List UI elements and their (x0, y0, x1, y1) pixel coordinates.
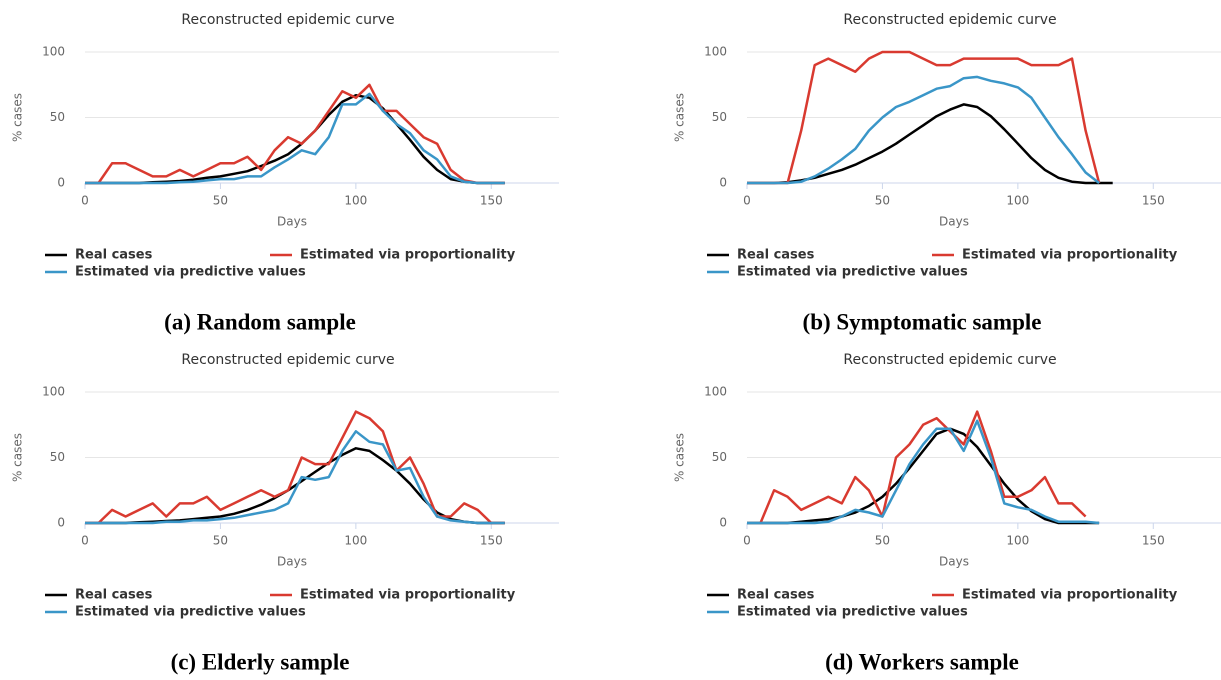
y-tick-label: 0 (719, 176, 727, 190)
series-line (85, 430, 505, 525)
x-tick-label: 0 (81, 534, 89, 548)
caption: (d) Workers sample (825, 649, 1019, 674)
x-tick-label: 150 (1142, 534, 1165, 548)
legend-label: Estimated via proportionality (300, 588, 516, 603)
caption: (c) Elderly sample (171, 649, 350, 674)
series-line (747, 427, 1100, 525)
series-line (85, 447, 505, 525)
x-tick-label: 50 (875, 534, 890, 548)
y-tick-label: 50 (50, 450, 65, 464)
y-tick-label: 100 (704, 385, 727, 399)
y-axis-label: % cases (673, 433, 687, 482)
y-tick-label: 100 (704, 45, 727, 59)
legend-label: Estimated via predictive values (737, 605, 968, 620)
series-line (85, 83, 505, 185)
y-tick-label: 50 (712, 450, 727, 464)
series-line (85, 92, 505, 185)
legend-label: Estimated via proportionality (962, 588, 1178, 603)
y-axis-label: % cases (11, 433, 25, 482)
series-line (747, 75, 1100, 185)
legend-label: Real cases (737, 248, 815, 263)
series-line (747, 419, 1100, 525)
x-tick-label: 150 (1142, 194, 1165, 208)
legend-label: Real cases (737, 588, 815, 603)
y-tick-label: 0 (719, 516, 727, 530)
x-tick-label: 0 (81, 194, 89, 208)
series-line (747, 103, 1113, 185)
x-tick-label: 50 (213, 194, 228, 208)
legend-label: Real cases (75, 248, 153, 263)
legend-label: Estimated via proportionality (962, 248, 1178, 263)
x-axis-label: Days (939, 555, 969, 569)
x-tick-label: 50 (875, 194, 890, 208)
x-axis-label: Days (277, 215, 307, 229)
y-tick-label: 100 (42, 385, 65, 399)
series-line (747, 50, 1101, 185)
x-tick-label: 100 (344, 534, 367, 548)
x-axis-label: Days (277, 555, 307, 569)
chart-title: Reconstructed epidemic curve (181, 352, 394, 368)
x-tick-label: 0 (743, 194, 751, 208)
legend-label: Estimated via predictive values (75, 265, 306, 280)
chart-title: Reconstructed epidemic curve (843, 12, 1056, 28)
legend-label: Real cases (75, 588, 153, 603)
y-tick-label: 0 (57, 516, 65, 530)
x-tick-label: 150 (480, 534, 503, 548)
caption: (a) Random sample (164, 309, 356, 334)
y-tick-label: 50 (712, 110, 727, 124)
x-tick-label: 100 (1006, 194, 1029, 208)
y-tick-label: 100 (42, 45, 65, 59)
y-tick-label: 0 (57, 176, 65, 190)
legend-label: Estimated via proportionality (300, 248, 516, 263)
x-tick-label: 0 (743, 534, 751, 548)
x-tick-label: 100 (1006, 534, 1029, 548)
series-line (759, 410, 1087, 524)
legend-label: Estimated via predictive values (75, 605, 306, 620)
legend-label: Estimated via predictive values (737, 265, 968, 280)
y-axis-label: % cases (673, 93, 687, 142)
x-tick-label: 100 (344, 194, 367, 208)
chart-title: Reconstructed epidemic curve (181, 12, 394, 28)
x-axis-label: Days (939, 215, 969, 229)
y-axis-label: % cases (11, 93, 25, 142)
x-tick-label: 50 (213, 534, 228, 548)
y-tick-label: 50 (50, 110, 65, 124)
caption: (b) Symptomatic sample (803, 309, 1042, 334)
x-tick-label: 150 (480, 194, 503, 208)
chart-title: Reconstructed epidemic curve (843, 352, 1056, 368)
series-line (85, 410, 505, 525)
